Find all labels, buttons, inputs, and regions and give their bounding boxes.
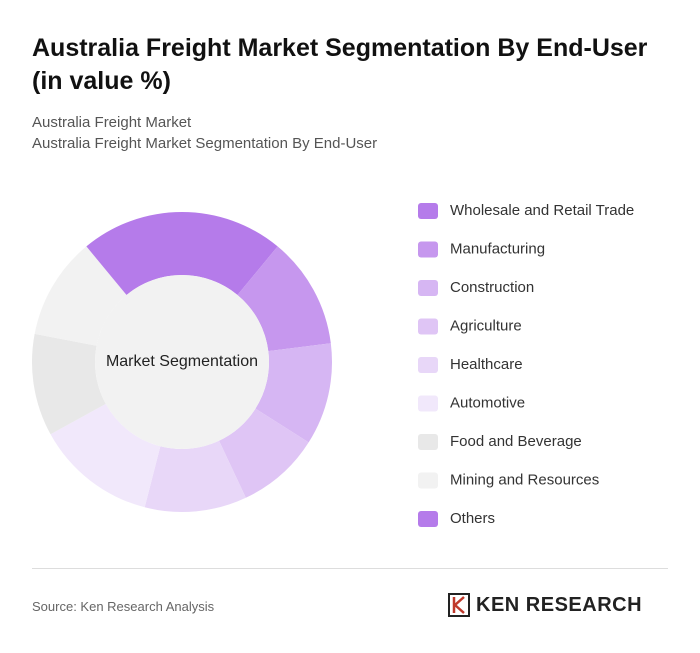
logo-text: KEN RESEARCH bbox=[476, 593, 643, 616]
legend-label: Manufacturing bbox=[450, 240, 545, 257]
donut-slice bbox=[144, 440, 246, 512]
donut-slice bbox=[31, 333, 106, 435]
donut-slice bbox=[237, 246, 331, 352]
subtitle: Australia Freight Market Segmentation By… bbox=[32, 135, 378, 152]
logo: KEN RESEARCH bbox=[448, 593, 642, 617]
center-label: Market Segmentation bbox=[106, 353, 258, 370]
legend-swatch bbox=[418, 395, 438, 412]
legend-swatch bbox=[418, 318, 438, 335]
source: Source: Ken Research Analysis bbox=[32, 599, 215, 614]
donut-slice bbox=[182, 212, 278, 295]
legend-label: Food and Beverage bbox=[450, 433, 582, 450]
donut-slice bbox=[219, 408, 309, 498]
legend-label: Automotive bbox=[450, 394, 525, 411]
legend-swatch bbox=[418, 241, 438, 258]
logo-icon bbox=[448, 593, 470, 617]
legend-swatch bbox=[418, 203, 438, 219]
legend-label: Others bbox=[450, 510, 495, 527]
title: Australia Freight Market Segmentation By… bbox=[32, 34, 648, 95]
legend-swatch bbox=[418, 434, 438, 450]
donut-slice bbox=[86, 212, 182, 295]
legend-label: Construction bbox=[450, 279, 534, 296]
legend-label: Healthcare bbox=[450, 356, 523, 373]
legend-swatch bbox=[418, 511, 438, 527]
donut-slice bbox=[50, 403, 161, 508]
legend-label: Mining and Resources bbox=[450, 471, 599, 488]
chart: Wholesale and Retail Trade Manufacturing C… bbox=[31, 202, 634, 527]
legend-label: Wholesale and Retail Trade bbox=[450, 202, 634, 219]
donut-center bbox=[95, 275, 269, 449]
legend-label: Agriculture bbox=[450, 317, 522, 334]
legend-swatch bbox=[418, 472, 438, 489]
subtitle: Australia Freight Market bbox=[32, 114, 192, 131]
donut-slice bbox=[255, 343, 332, 443]
legend-swatch bbox=[418, 280, 438, 296]
divider bbox=[32, 568, 668, 569]
donut-slice bbox=[34, 246, 127, 346]
legend-swatch bbox=[418, 357, 438, 373]
